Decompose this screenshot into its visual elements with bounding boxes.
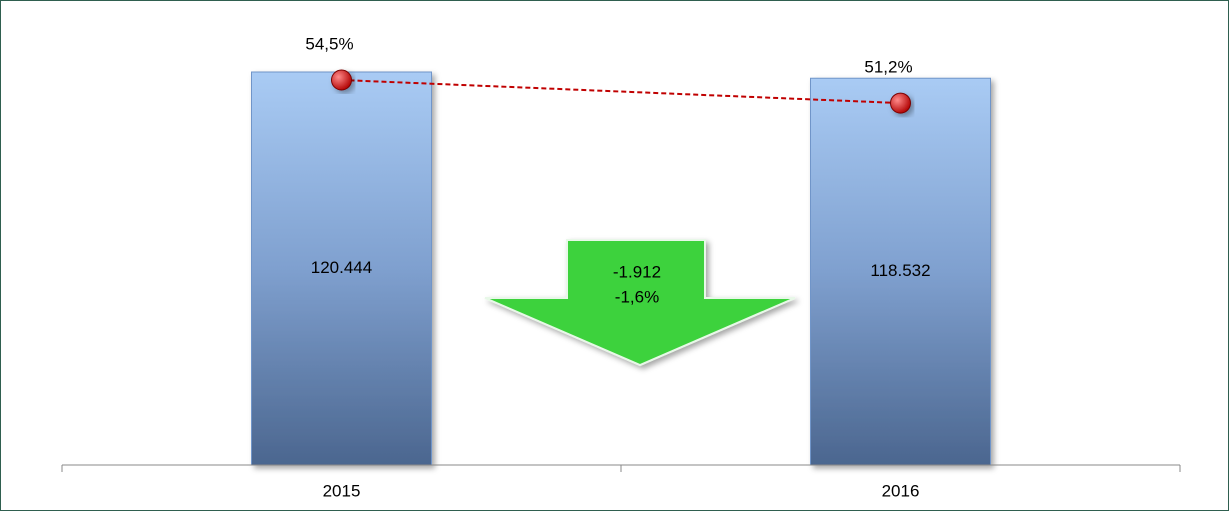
annotation: -1,6% xyxy=(615,287,659,306)
x-tick-label: 2016 xyxy=(882,481,920,500)
change-arrow xyxy=(484,239,796,367)
line xyxy=(341,79,901,105)
line-point xyxy=(890,92,911,114)
bar xyxy=(810,77,991,466)
annotation: -1.912 xyxy=(613,262,661,281)
x-tick-label: 2015 xyxy=(323,481,361,500)
arrow-shape xyxy=(484,239,796,367)
line-point xyxy=(331,69,352,91)
bar xyxy=(251,71,432,466)
line-value-label: 51,2% xyxy=(864,58,912,77)
bar-value-label: 118.532 xyxy=(870,261,930,280)
bar-value-label: 120.444 xyxy=(311,258,372,277)
line-value-label: 54,5% xyxy=(305,34,353,53)
